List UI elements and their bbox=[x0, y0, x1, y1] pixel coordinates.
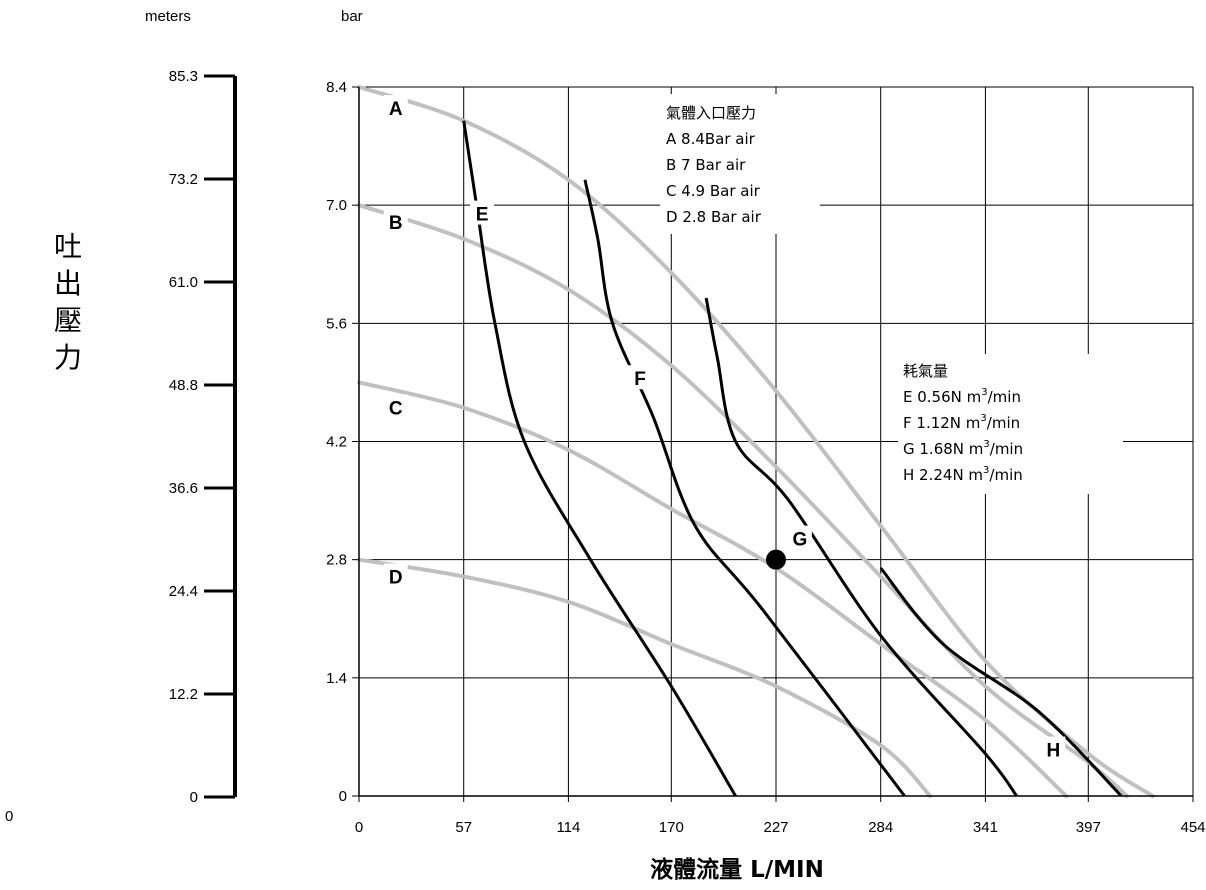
curve-label-bg bbox=[470, 200, 495, 225]
consumption-curve-g bbox=[704, 297, 1018, 797]
curve-label-bg bbox=[383, 209, 408, 234]
consumption-curve-h bbox=[879, 567, 1123, 798]
legend-item-h-unit: /min bbox=[989, 466, 1022, 484]
curve-label-g: G bbox=[792, 530, 807, 551]
x-tick-label: 57 bbox=[455, 819, 472, 836]
y-axis-title: 吐 出 壓 力 bbox=[54, 230, 82, 374]
curve-label-bg bbox=[628, 365, 653, 390]
y-tick-label: 8.4 bbox=[326, 79, 347, 96]
x-tick-label: 284 bbox=[868, 819, 893, 836]
legend-air-consumption: 耗氣量 E 0.56N m3/min F 1.12N m3/min G 1.68… bbox=[898, 354, 1123, 494]
pressure-curve-b bbox=[357, 203, 1129, 798]
legend-item-g-unit: /min bbox=[990, 440, 1023, 458]
curve-label-bg bbox=[787, 525, 812, 550]
meters-tick-label: 61.0 bbox=[169, 274, 198, 291]
legend-item-f-unit: /min bbox=[987, 414, 1020, 432]
y-tick-label: 4.2 bbox=[326, 434, 347, 451]
legend-item-g-label: G 1.68N m bbox=[903, 440, 983, 458]
y-title-char-3: 壓 bbox=[54, 304, 82, 337]
x-tick-label: 170 bbox=[659, 819, 684, 836]
curve-labels: A B C D E F G H bbox=[383, 95, 1066, 762]
meters-unit-label: meters bbox=[145, 8, 191, 25]
meters-tick-label: 24.4 bbox=[169, 583, 198, 600]
x-tick-label: 454 bbox=[1180, 819, 1205, 836]
legend-item-b: B 7 Bar air bbox=[666, 156, 746, 174]
legend-item-f: F 1.12N m3/min bbox=[903, 413, 1020, 432]
legend-item-g: G 1.68N m3/min bbox=[903, 439, 1023, 458]
operating-point bbox=[766, 549, 786, 570]
meters-tick-label: 85.3 bbox=[169, 68, 198, 85]
legend-item-h-sup: 3 bbox=[983, 465, 989, 476]
legend-item-c: C 4.9 Bar air bbox=[666, 182, 761, 200]
meters-tick-label: 73.2 bbox=[169, 171, 198, 188]
y-title-char-4: 力 bbox=[54, 341, 82, 374]
meters-tick-label: 36.6 bbox=[169, 480, 198, 497]
legend-item-e-unit: /min bbox=[988, 388, 1021, 406]
legend-item-a: A 8.4Bar air bbox=[666, 130, 756, 148]
pressure-curve-c bbox=[357, 380, 1069, 798]
curve-label-bg bbox=[383, 394, 408, 419]
legend-air-consumption-bg bbox=[898, 354, 1123, 494]
legend-air-pressure: 氣體入口壓力 A 8.4Bar air B 7 Bar air C 4.9 Ba… bbox=[660, 94, 820, 234]
legend-air-pressure-bg bbox=[660, 94, 820, 234]
curve-label-e: E bbox=[476, 205, 489, 226]
plot-axes bbox=[352, 86, 1194, 802]
x-tick-label: 341 bbox=[973, 819, 998, 836]
pressure-curve-d bbox=[357, 557, 933, 798]
y-tick-labels: 0 1.4 2.8 4.2 5.6 7.0 8.4 bbox=[326, 79, 347, 805]
meters-tick-label: 12.2 bbox=[169, 686, 198, 703]
legend-item-f-label: F 1.12N m bbox=[903, 414, 980, 432]
curve-label-c: C bbox=[389, 399, 403, 420]
y-tick-label: 1.4 bbox=[326, 670, 347, 687]
consumption-curve-f bbox=[583, 179, 906, 797]
meters-tick-label: 48.8 bbox=[169, 377, 198, 394]
y-tick-label: 0 bbox=[339, 788, 347, 805]
y-tick-label: 2.8 bbox=[326, 552, 347, 569]
y-title-char-1: 吐 bbox=[54, 230, 82, 263]
meters-tick-label: 0 bbox=[190, 789, 198, 806]
x-tick-label: 114 bbox=[556, 819, 580, 836]
legend-air-pressure-title: 氣體入口壓力 bbox=[666, 104, 756, 122]
y-title-char-2: 出 bbox=[54, 267, 82, 300]
y-tick-label: 7.0 bbox=[326, 197, 347, 214]
curve-label-bg bbox=[383, 563, 408, 588]
curve-label-bg bbox=[1041, 736, 1066, 761]
legend-item-h: H 2.24N m3/min bbox=[903, 465, 1023, 484]
legend-item-f-sup: 3 bbox=[980, 413, 986, 424]
y-tick-label: 5.6 bbox=[326, 315, 347, 332]
bar-unit-label: bar bbox=[341, 8, 363, 25]
x-tick-label: 227 bbox=[763, 819, 788, 836]
curve-label-bg bbox=[383, 95, 408, 120]
curve-label-a: A bbox=[389, 99, 403, 120]
curve-label-h: H bbox=[1047, 741, 1061, 762]
legend-item-g-sup: 3 bbox=[983, 439, 989, 450]
legend-item-e: E 0.56N m3/min bbox=[903, 387, 1021, 406]
curve-label-b: B bbox=[389, 213, 403, 234]
x-axis-title: 液體流量 L/MIN bbox=[650, 856, 824, 883]
legend-item-e-sup: 3 bbox=[981, 387, 987, 398]
legend-item-d: D 2.8 Bar air bbox=[666, 208, 762, 226]
operating-point-dot bbox=[766, 549, 786, 570]
x-tick-labels: 0 57 114 170 227 284 341 397 454 bbox=[355, 819, 1206, 836]
meters-scale: 85.3 73.2 61.0 48.8 36.6 24.4 12.2 0 bbox=[169, 68, 237, 806]
meters-bottom-zero-label: 0 bbox=[5, 808, 13, 825]
legend-item-e-label: E 0.56N m bbox=[903, 388, 981, 406]
x-tick-label: 0 bbox=[355, 819, 363, 836]
legend-air-consumption-title: 耗氣量 bbox=[903, 362, 948, 380]
legend-item-h-label: H 2.24N m bbox=[903, 466, 983, 484]
curve-label-d: D bbox=[389, 568, 403, 589]
curve-label-f: F bbox=[634, 369, 646, 390]
x-tick-label: 397 bbox=[1076, 819, 1101, 836]
